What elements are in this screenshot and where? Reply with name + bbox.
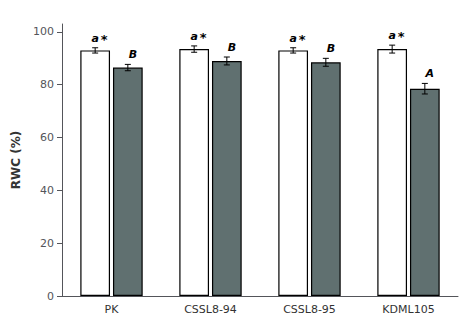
svg-text:KDML105: KDML105 [382,303,434,316]
svg-text:a: a [91,32,98,45]
svg-text:20: 20 [40,237,54,250]
svg-text:B: B [327,42,335,55]
svg-text:40: 40 [40,184,54,197]
svg-text:A: A [425,67,435,80]
svg-text:*: * [299,32,306,47]
svg-text:RWC (%): RWC (%) [9,131,23,189]
svg-text:CSSL8-95: CSSL8-95 [283,303,336,316]
svg-text:*: * [398,29,405,44]
svg-text:*: * [200,30,207,45]
svg-text:60: 60 [40,131,54,144]
svg-text:*: * [101,32,108,47]
svg-text:a: a [190,30,197,43]
svg-text:a: a [289,32,296,45]
svg-text:PK: PK [105,303,120,316]
svg-text:CSSL8-94: CSSL8-94 [184,303,237,316]
svg-text:0: 0 [47,290,54,303]
svg-text:100: 100 [33,25,54,38]
svg-text:a: a [388,29,395,42]
svg-text:B: B [129,48,137,61]
svg-text:B: B [228,41,236,54]
svg-text:80: 80 [40,78,54,91]
